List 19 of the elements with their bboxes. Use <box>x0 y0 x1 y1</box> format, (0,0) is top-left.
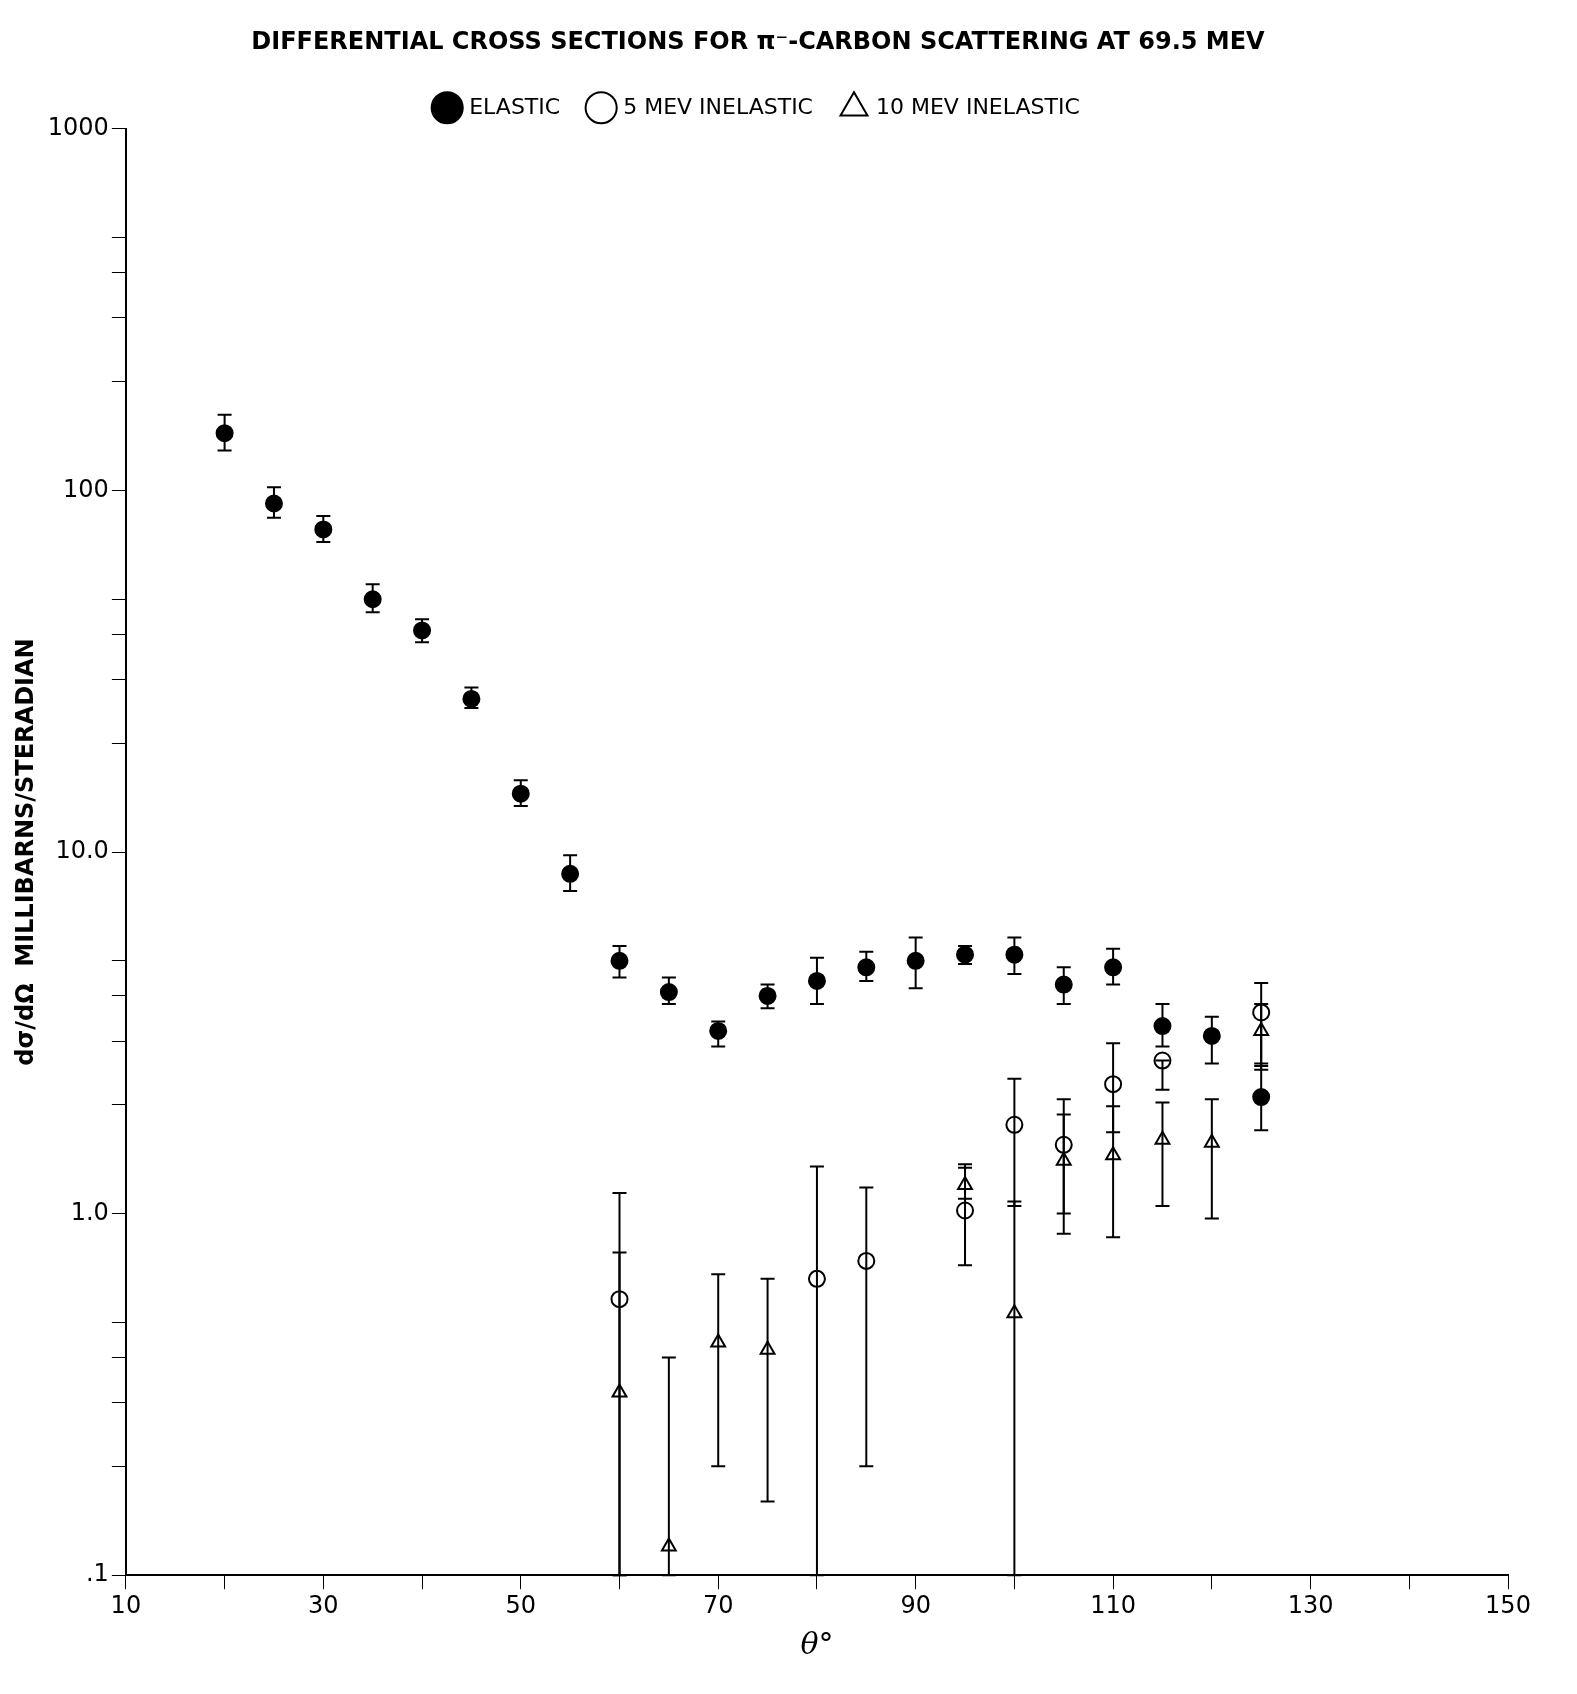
x-tick-label: 70 <box>702 1590 734 1619</box>
x-tick-label: 130 <box>1287 1590 1334 1619</box>
x-tick-label: 50 <box>505 1590 537 1619</box>
y-axis-title: dσ/dΩ MILLIBARNS/STERADIAN <box>10 638 39 1066</box>
y-tick-label: 10.0 <box>55 836 109 865</box>
y-tick-label: 1.0 <box>70 1197 109 1226</box>
legend-label: 5 MEV INELASTIC <box>623 93 813 119</box>
y-tick-label: .1 <box>85 1559 109 1588</box>
x-axis-title: θ° <box>800 1625 834 1661</box>
x-tick-label: 90 <box>900 1590 931 1619</box>
legend-label: ELASTIC <box>469 93 561 119</box>
x-tick-label: 30 <box>308 1590 339 1619</box>
x-tick-label: 10 <box>110 1590 142 1619</box>
chart-title: DIFFERENTIAL CROSS SECTIONS FOR π⁻-CARBON SCATTERING AT 69.5 MEV <box>251 26 1266 55</box>
legend-label: 10 MEV INELASTIC <box>875 93 1080 119</box>
y-tick-label: 100 <box>63 474 109 503</box>
x-tick-label: 110 <box>1090 1590 1137 1619</box>
x-tick-label: 150 <box>1485 1590 1531 1619</box>
y-tick-label: 1000 <box>47 113 109 142</box>
